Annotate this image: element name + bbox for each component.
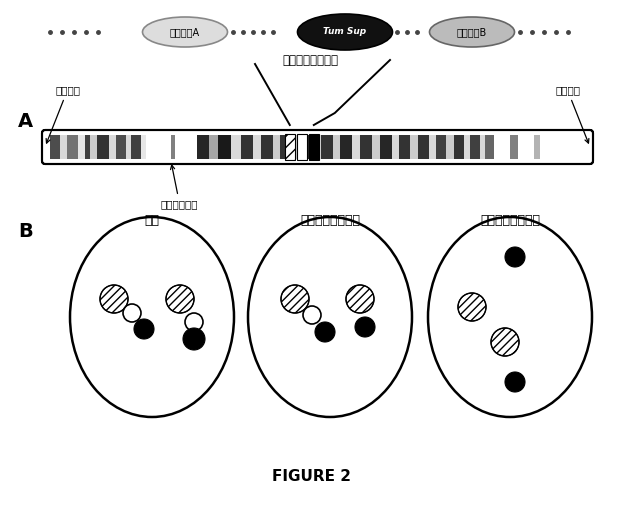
Bar	[197, 135, 209, 159]
Bar	[399, 135, 410, 159]
Text: A: A	[18, 112, 33, 131]
Bar	[78, 135, 85, 159]
Text: ヘミ接合性の損失: ヘミ接合性の損失	[300, 214, 360, 227]
Ellipse shape	[142, 17, 228, 47]
Bar	[485, 135, 493, 159]
Bar	[510, 135, 518, 159]
Bar	[186, 135, 197, 159]
Bar	[171, 135, 175, 159]
Bar	[273, 135, 281, 159]
Ellipse shape	[70, 217, 234, 417]
Bar	[493, 135, 510, 159]
Bar	[353, 135, 360, 159]
Bar	[480, 135, 485, 159]
Bar	[253, 135, 261, 159]
Circle shape	[346, 285, 374, 313]
Bar	[321, 135, 333, 159]
Bar	[50, 135, 60, 159]
Text: Tum Sup: Tum Sup	[323, 28, 366, 36]
FancyBboxPatch shape	[42, 130, 593, 164]
Circle shape	[185, 313, 203, 331]
Bar	[540, 135, 590, 159]
Text: プローブB: プローブB	[457, 27, 487, 37]
Text: FIGURE 2: FIGURE 2	[271, 469, 351, 484]
Circle shape	[458, 293, 486, 321]
Text: テロメア: テロメア	[555, 85, 589, 143]
Bar	[116, 135, 126, 159]
Bar	[418, 135, 429, 159]
Bar	[131, 135, 141, 159]
Text: 正常: 正常	[144, 214, 159, 227]
Bar	[90, 135, 97, 159]
Bar	[436, 135, 446, 159]
Circle shape	[123, 304, 141, 322]
Bar	[360, 135, 372, 159]
Ellipse shape	[430, 17, 514, 47]
Ellipse shape	[248, 217, 412, 417]
Ellipse shape	[428, 217, 592, 417]
Circle shape	[505, 247, 525, 267]
Bar	[392, 135, 399, 159]
Bar	[372, 135, 379, 159]
Bar	[446, 135, 454, 159]
Bar	[340, 135, 353, 159]
Bar	[410, 135, 418, 159]
Text: テロメア: テロメア	[46, 85, 80, 143]
Circle shape	[355, 317, 375, 337]
Text: 欠失に供する領域: 欠失に供する領域	[282, 54, 338, 67]
Bar	[67, 135, 78, 159]
Bar	[313, 135, 321, 159]
Circle shape	[183, 328, 205, 350]
Circle shape	[303, 306, 321, 324]
Bar	[379, 135, 392, 159]
Bar	[97, 135, 109, 159]
Circle shape	[491, 328, 519, 356]
Bar	[261, 135, 273, 159]
Text: セントロメア: セントロメア	[161, 165, 198, 209]
Circle shape	[281, 285, 309, 313]
Circle shape	[315, 322, 335, 342]
Bar	[60, 135, 67, 159]
Circle shape	[505, 372, 525, 392]
Circle shape	[134, 319, 154, 339]
Bar	[160, 135, 171, 159]
Bar	[209, 135, 218, 159]
Bar	[109, 135, 116, 159]
Bar	[285, 134, 295, 160]
Bar	[297, 134, 307, 160]
Text: B: B	[18, 222, 33, 241]
Bar	[218, 135, 231, 159]
Bar	[534, 135, 540, 159]
Bar	[463, 135, 470, 159]
Bar	[45, 135, 50, 159]
Text: ホモ接合性の損失: ホモ接合性の損失	[480, 214, 540, 227]
Text: プローブA: プローブA	[170, 27, 200, 37]
Bar	[429, 135, 436, 159]
Bar	[518, 135, 534, 159]
Circle shape	[166, 285, 194, 313]
Bar	[301, 135, 313, 159]
Circle shape	[100, 285, 128, 313]
Bar	[141, 135, 146, 159]
Bar	[175, 135, 186, 159]
Bar	[281, 135, 292, 159]
Bar	[333, 135, 340, 159]
Bar	[241, 135, 253, 159]
Bar	[85, 135, 90, 159]
Bar	[126, 135, 131, 159]
Bar	[146, 135, 160, 159]
Bar	[231, 135, 241, 159]
Bar	[470, 135, 480, 159]
Ellipse shape	[297, 14, 392, 50]
Bar	[309, 134, 319, 160]
Bar	[292, 135, 301, 159]
Bar	[454, 135, 463, 159]
